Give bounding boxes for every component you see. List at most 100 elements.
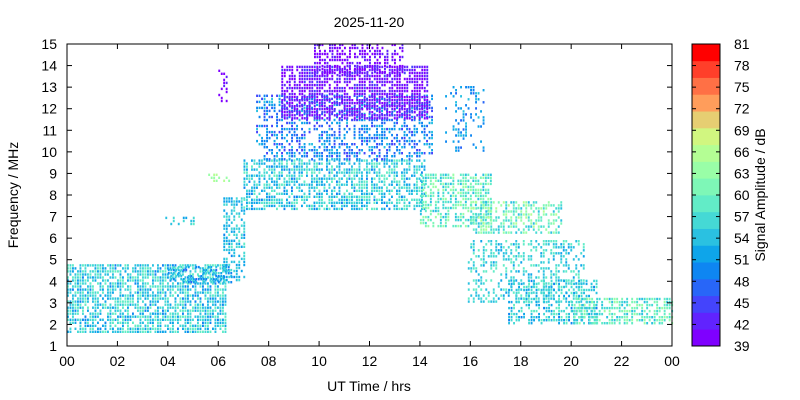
heat-cell [225,218,228,221]
heat-cell [104,282,107,285]
heat-cell [225,272,228,275]
heat-cell [353,102,356,105]
heat-cell [137,276,139,279]
heat-cell [205,268,208,272]
heat-cell [271,177,273,180]
heat-cell [467,300,470,303]
heat-cell [223,224,226,227]
heat-cell [112,285,114,288]
heat-cell [107,318,109,321]
heat-cell [381,127,383,131]
heat-cell [540,255,543,258]
heat-cell [184,294,187,297]
heat-cell [535,207,538,210]
heat-cell [159,330,162,333]
heat-cell [172,324,174,327]
heat-cell [276,207,278,211]
heat-cell [296,158,298,161]
heat-cell [92,330,94,333]
heat-cell [343,201,346,204]
heat-cell [308,114,311,117]
heat-cell [396,207,398,211]
heat-cell [313,146,316,149]
heat-cell [209,288,212,291]
heat-cell [428,146,431,149]
heat-cell [311,68,314,72]
heat-cell [401,207,403,211]
heat-cell [386,99,389,102]
heat-cell [225,224,228,227]
heat-cell [72,279,74,282]
heat-cell [418,97,421,101]
heat-cell [543,282,545,286]
heat-cell [411,92,414,96]
heat-cell [336,114,339,117]
heat-cell [398,83,401,87]
heat-cell [376,133,378,137]
heat-cell [99,267,102,270]
heat-cell [429,176,432,179]
heat-cell [298,65,301,69]
heat-cell [303,136,306,140]
heat-cell [225,221,228,224]
heat-cell [535,276,538,279]
heat-cell [490,225,493,228]
heat-cell [426,103,428,107]
heat-cell [422,200,425,204]
heat-cell [112,327,114,330]
heat-cell [351,149,353,152]
heat-cell [346,152,348,155]
heat-cell [94,306,97,309]
heat-cell [291,102,294,105]
heat-cell [248,189,251,192]
heat-cell [318,168,321,171]
heat-cell [192,273,194,276]
heat-cell [413,94,416,97]
heat-cell [69,288,72,291]
heat-cell [386,92,389,96]
heat-cell [368,111,371,114]
heat-cell [82,270,84,273]
heat-cell [119,294,122,297]
heat-cell [314,55,316,59]
heat-cell [107,270,109,273]
heat-cell [522,255,525,258]
heat-cell [175,268,178,272]
heat-cell [326,89,329,93]
heat-cell [326,177,328,180]
heat-cell [358,92,361,96]
heat-cell [426,143,428,146]
heat-cell [311,83,314,87]
heat-cell [331,204,333,208]
heat-cell [477,255,480,258]
heat-cell [313,114,316,117]
heat-cell [356,97,358,101]
heat-cell [306,121,308,125]
heat-cell [291,201,293,204]
heat-cell [144,285,147,288]
heat-cell [144,282,147,285]
heat-cell [381,121,383,125]
heat-cell [545,267,548,270]
heat-cell [219,303,222,306]
heat-cell [172,315,174,318]
heat-cell [318,152,321,155]
heat-cell [353,133,356,137]
heat-cell [361,192,363,195]
heat-cell [233,275,236,279]
heat-cell [331,52,334,56]
heat-cell [378,124,381,128]
heat-cell [79,327,82,330]
heat-cell [169,306,172,309]
heat-cell [184,297,187,300]
heat-cell [424,221,427,225]
heat-cell [391,180,393,183]
heat-cell [560,201,563,204]
heat-cell [582,255,585,258]
heat-cell [577,243,580,246]
heat-cell [426,111,429,114]
heat-cell [313,149,316,152]
heat-cell [333,168,336,171]
heat-cell [303,103,306,107]
heat-cell [144,288,147,291]
